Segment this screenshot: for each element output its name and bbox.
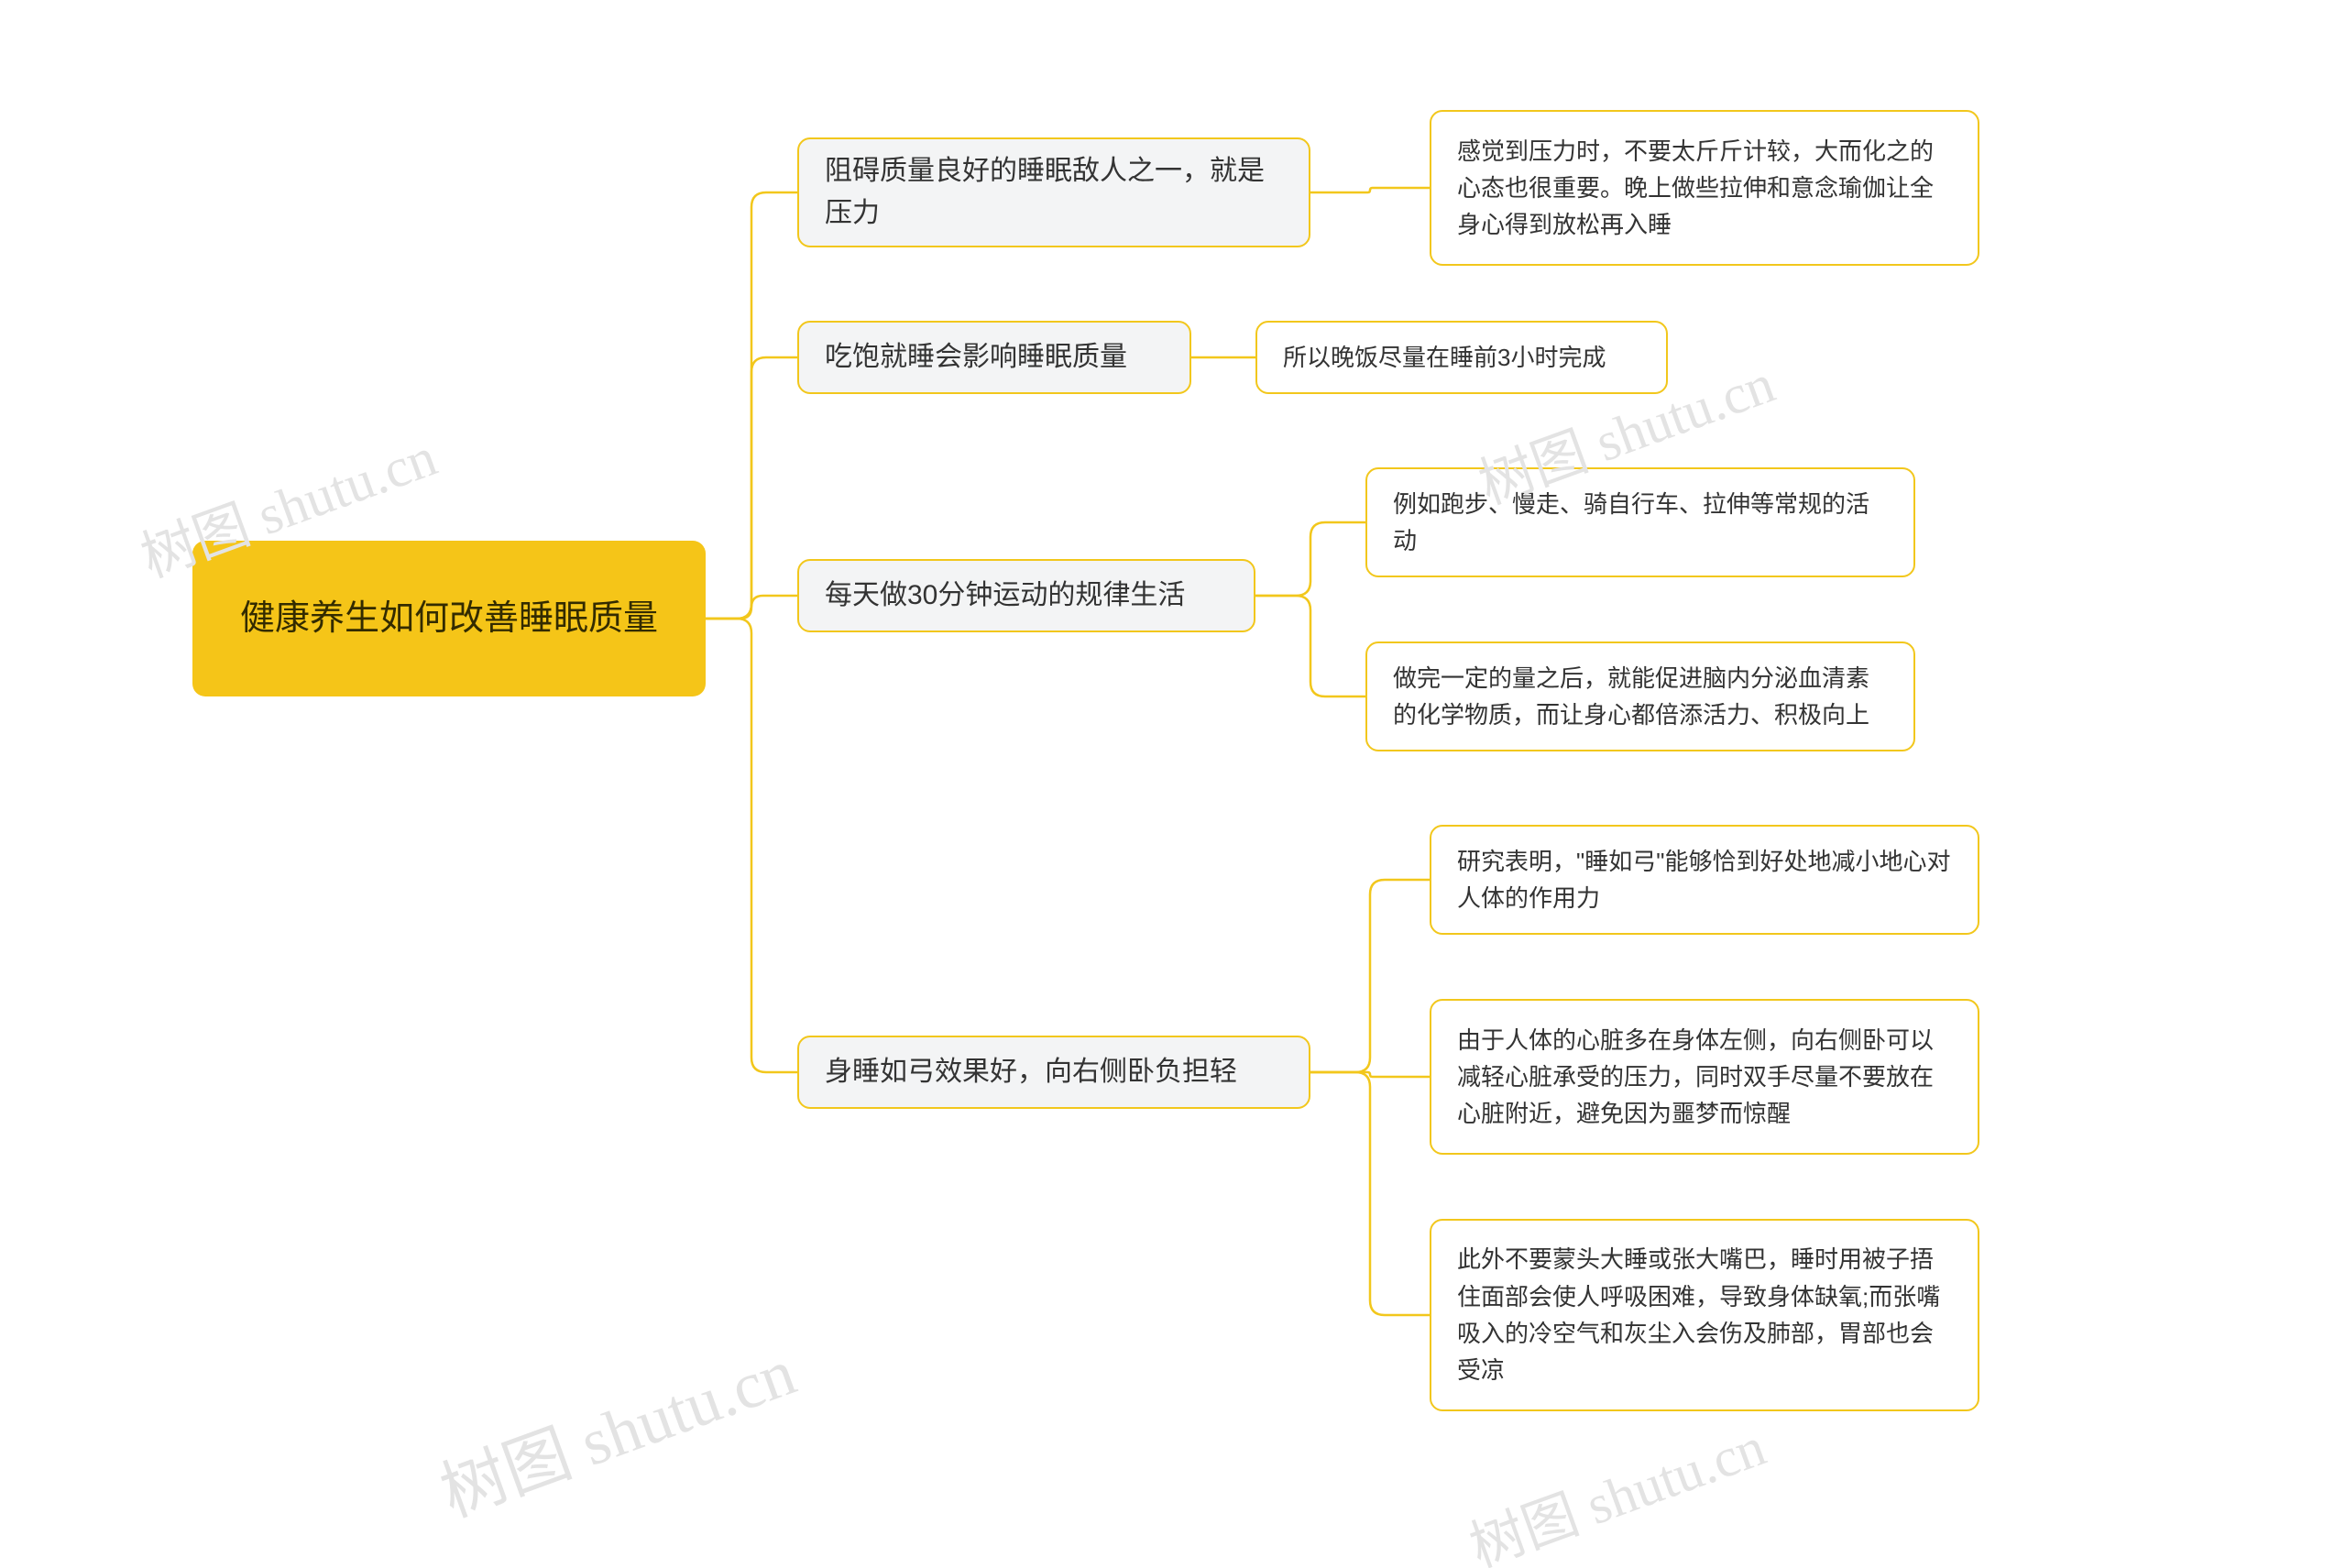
node-label: 此外不要蒙头大睡或张大嘴巴，睡时用被子捂住面部会使人呼吸困难，导致身体缺氧;而张… <box>1457 1241 1952 1388</box>
node-label: 做完一定的量之后，就能促进脑内分泌血清素的化学物质，而让身心都倍添活力、积极向上 <box>1393 660 1888 734</box>
node-label: 由于人体的心脏多在身体左侧，向右侧卧可以减轻心脏承受的压力，同时双手尽量不要放在… <box>1457 1022 1952 1133</box>
node-b4[interactable]: 身睡如弓效果好，向右侧卧负担轻 <box>797 1036 1310 1109</box>
node-label: 阻碍质量良好的睡眠敌人之一，就是压力 <box>825 150 1283 236</box>
edge-root-b3 <box>706 596 797 619</box>
edge-b4-l4_1 <box>1310 880 1430 1072</box>
node-label: 吃饱就睡会影响睡眠质量 <box>825 336 1127 379</box>
node-l3_2[interactable]: 做完一定的量之后，就能促进脑内分泌血清素的化学物质，而让身心都倍添活力、积极向上 <box>1365 641 1915 751</box>
watermark-3: 树图 shutu.cn <box>1457 1402 1774 1568</box>
edge-b3-l3_2 <box>1255 596 1365 696</box>
node-b3[interactable]: 每天做30分钟运动的规律生活 <box>797 559 1255 632</box>
node-b1[interactable]: 阻碍质量良好的睡眠敌人之一，就是压力 <box>797 137 1310 247</box>
node-label: 所以晚饭尽量在睡前3小时完成 <box>1283 339 1606 376</box>
edge-b1-l1_1 <box>1310 188 1430 192</box>
node-l4_1[interactable]: 研究表明，"睡如弓"能够恰到好处地减小地心对人体的作用力 <box>1430 825 1979 935</box>
edge-root-b2 <box>706 357 797 619</box>
node-label: 感觉到压力时，不要太斤斤计较，大而化之的心态也很重要。晚上做些拉伸和意念瑜伽让全… <box>1457 133 1952 244</box>
node-l1_1[interactable]: 感觉到压力时，不要太斤斤计较，大而化之的心态也很重要。晚上做些拉伸和意念瑜伽让全… <box>1430 110 1979 266</box>
edge-b4-l4_3 <box>1310 1072 1430 1315</box>
node-root[interactable]: 健康养生如何改善睡眠质量 <box>192 541 706 696</box>
edge-b3-l3_1 <box>1255 522 1365 596</box>
mindmap-canvas: 健康养生如何改善睡眠质量 阻碍质量良好的睡眠敌人之一，就是压力吃饱就睡会影响睡眠质… <box>0 0 2346 1568</box>
node-label: 例如跑步、慢走、骑自行车、拉伸等常规的活动 <box>1393 486 1888 560</box>
edge-b4-l4_2 <box>1310 1072 1430 1077</box>
node-label: 健康养生如何改善睡眠质量 <box>240 592 658 646</box>
node-l3_1[interactable]: 例如跑步、慢走、骑自行车、拉伸等常规的活动 <box>1365 467 1915 577</box>
node-label: 身睡如弓效果好，向右侧卧负担轻 <box>825 1051 1237 1094</box>
edge-root-b4 <box>706 619 797 1072</box>
node-label: 研究表明，"睡如弓"能够恰到好处地减小地心对人体的作用力 <box>1457 843 1952 917</box>
watermark-2: 树图 shutu.cn <box>425 1318 806 1535</box>
node-l4_2[interactable]: 由于人体的心脏多在身体左侧，向右侧卧可以减轻心脏承受的压力，同时双手尽量不要放在… <box>1430 999 1979 1155</box>
node-l4_3[interactable]: 此外不要蒙头大睡或张大嘴巴，睡时用被子捂住面部会使人呼吸困难，导致身体缺氧;而张… <box>1430 1219 1979 1411</box>
node-b2[interactable]: 吃饱就睡会影响睡眠质量 <box>797 321 1191 394</box>
edge-root-b1 <box>706 192 797 619</box>
node-l2_1[interactable]: 所以晚饭尽量在睡前3小时完成 <box>1255 321 1668 394</box>
node-label: 每天做30分钟运动的规律生活 <box>825 575 1185 618</box>
